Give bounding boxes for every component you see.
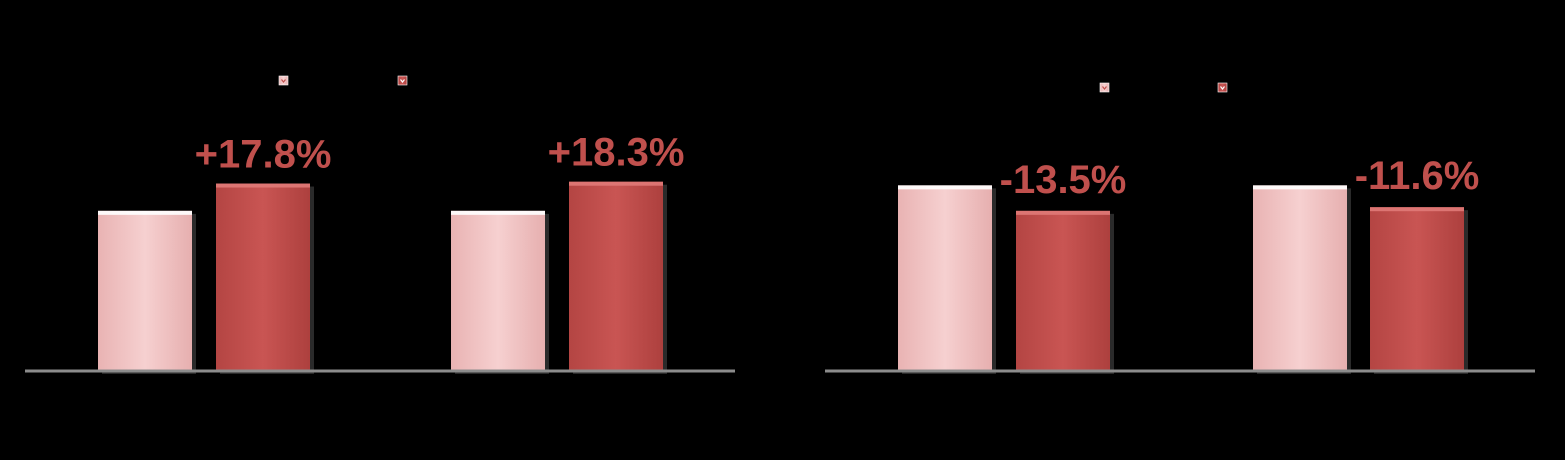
bar-c1-g2-s1 (451, 210, 545, 371)
bar-bevel-c2-g1-s1 (898, 185, 992, 190)
change-label-c1-g2: +18.3% (548, 131, 685, 175)
bar-bevel-c2-g2-s1 (1253, 185, 1347, 190)
legend-swatch-series-2 (397, 75, 408, 86)
bar-c2-g1-s2 (1016, 210, 1110, 371)
bar-c1-g1-s2 (216, 183, 310, 371)
legend-swatch-series-1 (1099, 82, 1110, 93)
chart-panel-2: -13.5% -11.6% (825, 82, 1535, 374)
bar-c1-g2-s2 (569, 181, 663, 371)
change-label-c1-g1: +17.8% (195, 133, 332, 177)
legend-swatch-series-2 (1217, 82, 1228, 93)
bar-c1-g1-s1 (98, 210, 192, 371)
bar-bevel-c1-g1-s2 (216, 183, 310, 188)
bar-c2-g2-s1 (1253, 185, 1347, 371)
legend-marker-series-2 (1220, 86, 1225, 90)
legend-marker-series-1 (281, 79, 286, 83)
legend-marker-series-1 (1102, 86, 1107, 90)
bar-bevel-c2-g1-s2 (1016, 210, 1110, 215)
bar-bevel-c2-g2-s2 (1370, 207, 1464, 212)
bar-c2-g2-s2 (1370, 207, 1464, 371)
change-label-c2-g2: -11.6% (1355, 154, 1480, 198)
bar-bevel-c1-g1-s1 (98, 210, 192, 215)
chart-panel-1: +17.8% +18.3% (25, 75, 735, 374)
legend-marker-series-2 (400, 79, 405, 83)
bar-bevel-c1-g2-s2 (569, 181, 663, 186)
bar-c2-g1-s1 (898, 185, 992, 371)
change-label-c2-g1: -13.5% (1000, 158, 1127, 202)
legend-swatch-series-1 (278, 75, 289, 86)
bar-bevel-c1-g2-s1 (451, 210, 545, 215)
